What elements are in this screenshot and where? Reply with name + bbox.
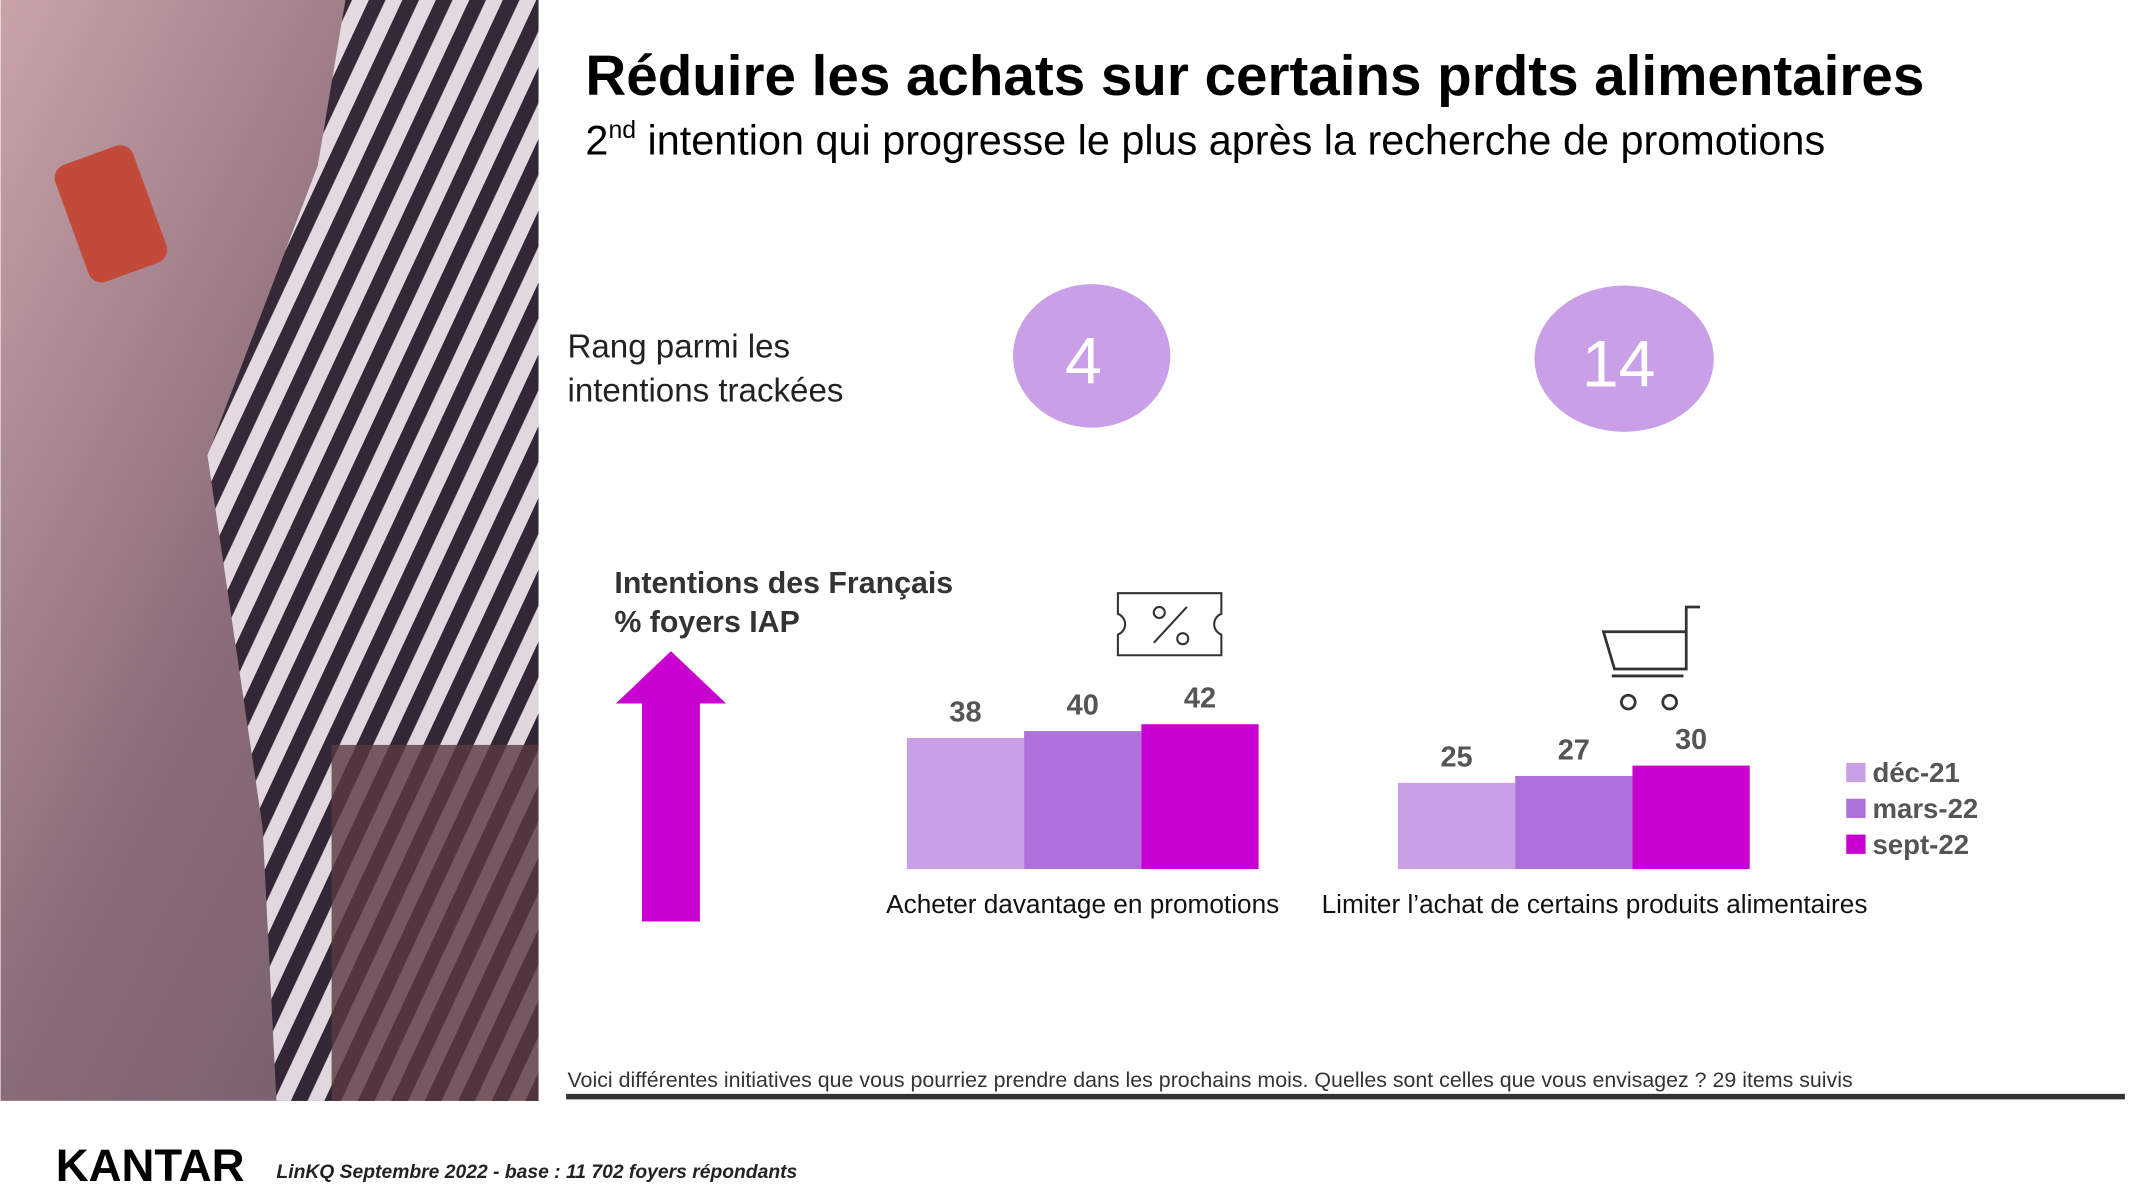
value-label: 38 — [949, 696, 981, 728]
rank-value: 14 — [1582, 327, 1656, 401]
logo: KANTAR — [56, 1140, 245, 1191]
up-arrow — [615, 651, 727, 922]
measure-label: Intentions des Français — [614, 567, 953, 600]
category-label: Limiter l’achat de certains produits ali… — [1322, 889, 1868, 919]
cart-icon — [1601, 605, 1701, 711]
coupon-icon — [1116, 592, 1223, 657]
value-label: 42 — [1184, 683, 1216, 715]
question: Voici différentes initiatives que vous p… — [567, 1068, 1852, 1092]
legend-label: sept-22 — [1872, 829, 1969, 860]
rank-circle — [1013, 284, 1171, 428]
legend-label: mars-22 — [1872, 793, 1978, 824]
subtitle-number: 2 — [585, 118, 608, 164]
title: Réduire les achats sur certains prdts al… — [585, 44, 1924, 107]
bar — [1632, 765, 1750, 870]
subtitle: 2nd intention qui progresse le plus aprè… — [585, 117, 1825, 164]
bar — [906, 738, 1025, 870]
value-label: 40 — [1067, 690, 1099, 722]
value-label: 25 — [1440, 741, 1472, 773]
subtitle-sup: nd — [608, 117, 636, 144]
rank-value: 4 — [1065, 324, 1102, 398]
rank-label: intentions trackées — [567, 372, 843, 409]
photo — [0, 0, 539, 1101]
bar — [1515, 775, 1633, 870]
legend-swatch — [1846, 834, 1866, 854]
value-label: 27 — [1558, 734, 1590, 766]
bar — [1141, 724, 1259, 870]
legend-swatch — [1846, 798, 1866, 819]
subtitle-rest: intention qui progresse le plus après la… — [636, 118, 1825, 164]
category-label: Acheter davantage en promotions — [886, 889, 1279, 919]
legend-label: déc-21 — [1872, 757, 1959, 788]
rank-label: Rang parmi les — [567, 328, 790, 365]
source: LinKQ Septembre 2022 - base : 11 702 foy… — [276, 1162, 797, 1183]
chart: 38 40 42 Acheter davantage en promotions 25 2… — [886, 683, 1978, 920]
legend-swatch — [1846, 762, 1866, 783]
measure-label: % foyers IAP — [614, 606, 799, 639]
rank-circle — [1534, 285, 1714, 432]
bar — [1024, 731, 1142, 870]
bar — [1397, 782, 1516, 870]
value-label: 30 — [1675, 724, 1707, 756]
